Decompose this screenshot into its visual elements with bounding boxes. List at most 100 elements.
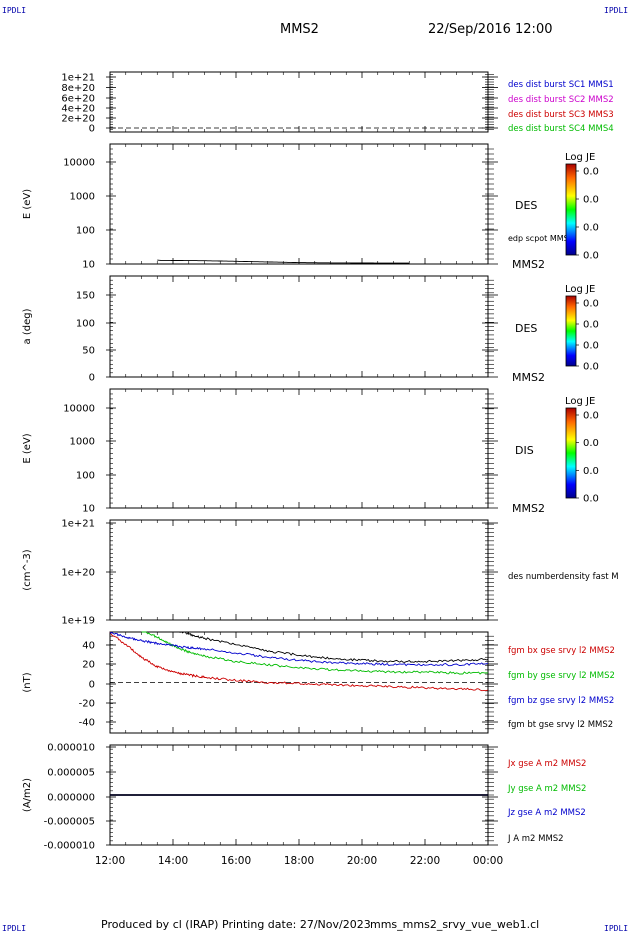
datetime-title: 22/Sep/2016 12:00	[428, 22, 553, 37]
panel-frame-p3	[109, 275, 489, 378]
y-tick-label: 0.000005	[47, 768, 95, 779]
colorbar-title: Log JE	[565, 284, 595, 295]
series-line	[109, 631, 489, 667]
y-tick-label: 10000	[63, 404, 95, 415]
y-axis-label: (nT)	[22, 672, 33, 692]
colorbar-tick-label: 0.0	[583, 494, 599, 505]
spacecraft-label: MMS2	[512, 258, 545, 271]
legend-label: des dist burst SC2 MMS2	[508, 95, 614, 105]
x-tick-label: 16:00	[221, 855, 251, 867]
colorbar-tick-label: 0.0	[583, 299, 599, 310]
y-tick-label: 0	[89, 680, 95, 691]
colorbar	[565, 407, 577, 499]
legend-label: fgm by gse srvy l2 MMS2	[508, 671, 615, 681]
colorbar-tick-label: 0.0	[583, 341, 599, 352]
series-line	[157, 259, 410, 264]
colorbar-tick-label: 0.0	[583, 466, 599, 477]
colorbar	[565, 163, 577, 256]
y-tick-label: 0.000010	[47, 743, 95, 754]
legend-label: Jx gse A m2 MMS2	[507, 759, 586, 769]
corner-label-top-left: IPDLI	[2, 6, 27, 15]
y-tick-label: 2e+20	[61, 114, 95, 125]
footer-filename: mms_mms2_srvy_vue_web1.cl	[370, 918, 540, 931]
y-tick-label: 100	[76, 471, 95, 482]
y-tick-label: -40	[79, 718, 95, 729]
y-tick-label: -20	[79, 699, 95, 710]
y-tick-label: 0	[89, 373, 95, 384]
spacecraft-label: MMS2	[512, 371, 545, 384]
y-tick-label: 50	[82, 346, 95, 357]
series-line	[109, 631, 489, 692]
instrument-label: DES	[515, 322, 537, 335]
panel-frame-p4	[109, 388, 489, 509]
y-tick-label: 1e+21	[61, 73, 95, 84]
corner-label-bottom-left: IPDLI	[2, 924, 27, 933]
legend-label: Jy gse A m2 MMS2	[507, 784, 586, 794]
y-tick-label: 1000	[70, 437, 95, 448]
y-tick-label: 10	[82, 260, 95, 271]
colorbar-tick-label: 0.0	[583, 251, 599, 262]
footer-produced: Produced by cl (IRAP)	[101, 918, 219, 931]
colorbar-tick-label: 0.0	[583, 362, 599, 373]
legend-label: des dist burst SC3 MMS3	[508, 110, 614, 120]
instrument-label: DIS	[515, 444, 534, 457]
colorbar-tick-label: 0.0	[583, 320, 599, 331]
y-tick-label: 100	[76, 226, 95, 237]
legend-label: fgm bt gse srvy l2 MMS2	[508, 720, 613, 730]
y-tick-label: 8e+20	[61, 83, 95, 94]
y-axis-label: E (eV)	[22, 189, 33, 219]
y-tick-label: 150	[76, 291, 95, 302]
legend-label: des dist burst SC1 MMS1	[508, 80, 614, 90]
colorbar-tick-label: 0.0	[583, 167, 599, 178]
y-axis-label: (A/m2)	[22, 778, 33, 812]
footer-printing-date: Printing date: 27/Nov/2023	[222, 918, 371, 931]
legend-label: des numberdensity fast M	[508, 572, 619, 582]
y-tick-label: 1e+19	[61, 616, 95, 627]
panel-frame-p5	[109, 519, 489, 621]
x-tick-label: 14:00	[158, 855, 188, 867]
colorbar-tick-label: 0.0	[583, 195, 599, 206]
x-tick-label: 22:00	[410, 855, 440, 867]
y-tick-label: 10	[82, 504, 95, 515]
legend-label: Jz gse A m2 MMS2	[507, 808, 586, 818]
x-tick-label: 18:00	[284, 855, 314, 867]
colorbar	[565, 295, 577, 367]
corner-label-bottom-right: IPDLI	[604, 924, 629, 933]
x-tick-label: 00:00	[473, 855, 503, 867]
spacecraft-title: MMS2	[280, 22, 319, 37]
corner-label-top-right: IPDLI	[604, 6, 629, 15]
y-axis-label: (cm^-3)	[22, 549, 33, 590]
y-tick-label: 1e+20	[61, 568, 95, 579]
colorbar-tick-label: 0.0	[583, 411, 599, 422]
y-axis-label: a (deg)	[22, 308, 33, 344]
panel-frame-p2	[109, 143, 489, 265]
y-tick-label: 0.000000	[47, 793, 95, 804]
legend-label: des dist burst SC4 MMS4	[508, 124, 614, 134]
x-tick-label: 12:00	[95, 855, 125, 867]
legend-label: fgm bz gse srvy l2 MMS2	[508, 696, 614, 706]
extra-label: edp scpot MMS2	[508, 234, 574, 243]
y-tick-label: 10000	[63, 158, 95, 169]
y-tick-label: 4e+20	[61, 104, 95, 115]
legend-label: fgm bx gse srvy l2 MMS2	[508, 646, 615, 656]
colorbar-tick-label: 0.0	[583, 223, 599, 234]
x-tick-label: 20:00	[347, 855, 377, 867]
legend-label: J A m2 MMS2	[507, 834, 564, 844]
instrument-label: DES	[515, 199, 537, 212]
spacecraft-label: MMS2	[512, 502, 545, 515]
y-tick-label: 0	[89, 124, 95, 135]
y-tick-label: 40	[82, 641, 95, 652]
colorbar-title: Log JE	[565, 396, 595, 407]
series-line	[173, 631, 489, 663]
y-axis-label: E (eV)	[22, 433, 33, 463]
y-tick-label: 6e+20	[61, 94, 95, 105]
y-tick-label: 20	[82, 660, 95, 671]
panel-frame-p1	[109, 71, 489, 133]
y-tick-label: 100	[76, 319, 95, 330]
colorbar-title: Log JE	[565, 152, 595, 163]
colorbar-tick-label: 0.0	[583, 438, 599, 449]
y-tick-label: -0.000005	[44, 817, 95, 828]
series-line	[141, 631, 489, 675]
y-tick-label: 1000	[70, 192, 95, 203]
